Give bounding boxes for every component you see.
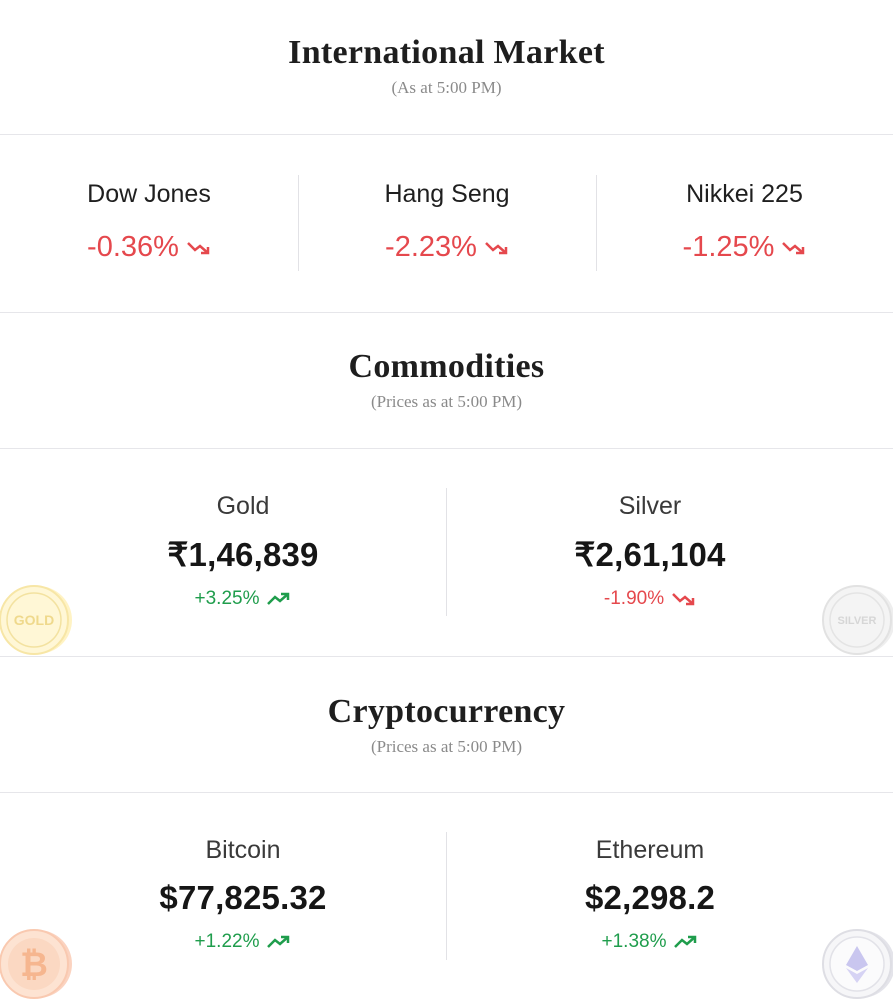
commodity-name: Silver	[618, 492, 682, 520]
trend-up-icon	[674, 935, 697, 948]
trend-down-icon	[782, 241, 805, 254]
bitcoin-coin-icon: ₿	[0, 929, 72, 999]
cryptocurrency-subtitle: (Prices as at 5:00 PM)	[370, 737, 523, 756]
crypto-price: $2,298.2	[584, 879, 716, 916]
divider	[0, 792, 893, 793]
ethereum-coin-icon	[822, 929, 893, 999]
index-name: Nikkei 225	[686, 180, 803, 208]
international-market-title: International Market	[288, 34, 605, 71]
commodities-header: Commodities (Prices as at 5:00 PM)	[0, 348, 893, 412]
trend-up-icon	[267, 592, 290, 605]
divider	[0, 134, 893, 135]
commodities-subtitle: (Prices as at 5:00 PM)	[370, 392, 523, 411]
commodity-change: -1.90%	[603, 588, 665, 609]
divider	[298, 175, 299, 271]
trend-up-icon	[267, 935, 290, 948]
gold-coin-icon: GOLD	[0, 585, 72, 655]
commodities-title: Commodities	[348, 348, 545, 385]
coin-label: GOLD	[14, 612, 54, 628]
index-dow-jones[interactable]: Dow Jones -0.36%	[0, 180, 298, 264]
international-market-subtitle: (As at 5:00 PM)	[391, 78, 502, 97]
divider	[0, 448, 893, 449]
international-market-header: International Market (As at 5:00 PM)	[0, 34, 893, 98]
index-change: -0.36%	[87, 231, 179, 263]
divider	[446, 488, 447, 616]
commodity-silver[interactable]: Silver ₹2,61,104 -1.90%	[446, 492, 854, 610]
cryptocurrency-title: Cryptocurrency	[327, 693, 566, 730]
cryptocurrency-header: Cryptocurrency (Prices as at 5:00 PM)	[0, 693, 893, 757]
divider	[446, 832, 447, 960]
coin-label: SILVER	[838, 615, 877, 627]
crypto-change: +1.38%	[601, 931, 667, 952]
crypto-bitcoin[interactable]: Bitcoin $77,825.32 +1.22%	[40, 836, 446, 953]
crypto-ethereum[interactable]: Ethereum $2,298.2 +1.38%	[446, 836, 854, 953]
trend-down-icon	[672, 593, 695, 606]
divider	[596, 175, 597, 271]
trend-down-icon	[187, 241, 210, 254]
crypto-name: Ethereum	[595, 836, 705, 864]
commodity-name: Gold	[216, 492, 270, 520]
divider	[0, 312, 893, 313]
index-change: -1.25%	[682, 231, 775, 263]
svg-text:₿: ₿	[20, 946, 48, 984]
crypto-change: +1.22%	[194, 931, 260, 952]
commodity-price: ₹1,46,839	[167, 536, 319, 573]
commodity-change: +3.25%	[194, 588, 260, 609]
index-nikkei-225[interactable]: Nikkei 225 -1.25%	[596, 180, 893, 264]
commodity-price: ₹2,61,104	[574, 536, 726, 573]
divider	[0, 656, 893, 657]
commodity-gold[interactable]: Gold ₹1,46,839 +3.25%	[40, 492, 446, 610]
crypto-name: Bitcoin	[205, 836, 281, 864]
index-change: -2.23%	[385, 231, 477, 263]
index-hang-seng[interactable]: Hang Seng -2.23%	[298, 180, 596, 264]
silver-coin-icon: SILVER	[822, 585, 893, 655]
trend-down-icon	[485, 241, 508, 254]
index-name: Dow Jones	[87, 180, 211, 208]
crypto-price: $77,825.32	[159, 879, 327, 916]
index-name: Hang Seng	[384, 180, 510, 208]
